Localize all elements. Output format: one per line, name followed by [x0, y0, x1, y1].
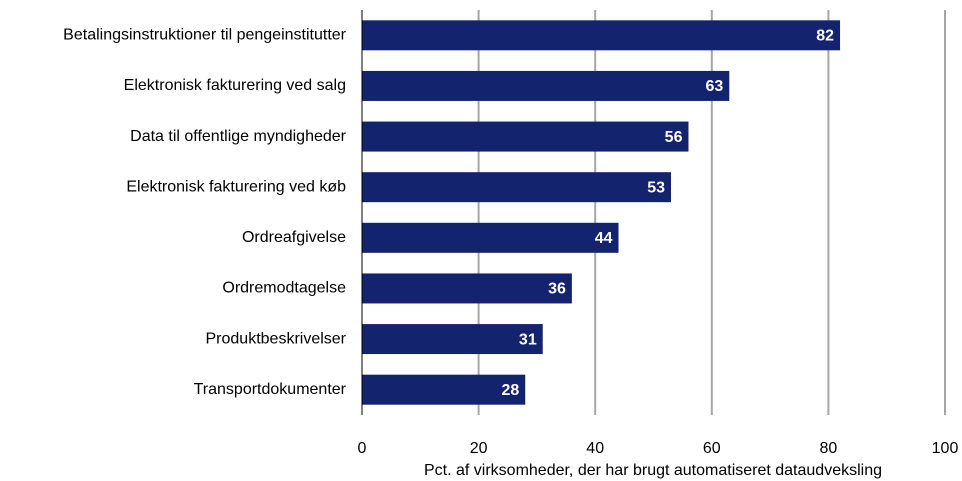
bar: [362, 172, 671, 203]
x-tick-label: 0: [358, 440, 367, 457]
y-tick-label: Elektronisk fakturering ved salg: [124, 77, 346, 94]
bar: [362, 121, 689, 152]
x-axis-label: Pct. af virksomheder, der har brugt auto…: [424, 462, 882, 479]
x-tick-label: 100: [932, 440, 959, 457]
x-tick-label: 20: [470, 440, 488, 457]
bar: [362, 70, 730, 101]
y-tick-label: Transportdokumenter: [194, 381, 347, 398]
x-tick-label: 60: [703, 440, 721, 457]
data-label: 63: [705, 78, 723, 95]
y-tick-label: Data til offentlige myndigheder: [130, 128, 347, 145]
data-label: 82: [816, 28, 834, 45]
bar: [362, 324, 543, 355]
y-tick-label: Ordremodtagelse: [222, 280, 346, 297]
data-label: 53: [647, 179, 665, 196]
y-tick-label: Elektronisk fakturering ved køb: [126, 178, 346, 195]
data-label: 44: [595, 230, 613, 247]
data-label: 28: [501, 382, 519, 399]
data-label: 31: [519, 331, 537, 348]
y-tick-label: Betalingsinstruktioner til pengeinstitut…: [63, 27, 346, 44]
y-tick-label: Ordreafgivelse: [242, 229, 346, 246]
x-tick-label: 80: [820, 440, 838, 457]
bar: [362, 222, 619, 253]
data-label: 56: [665, 129, 683, 146]
bar: [362, 273, 572, 304]
y-tick-label: Produktbeskrivelser: [206, 330, 347, 347]
x-tick-label: 40: [586, 440, 604, 457]
bar: [362, 20, 841, 51]
bar: [362, 374, 526, 405]
data-label: 36: [548, 281, 566, 298]
